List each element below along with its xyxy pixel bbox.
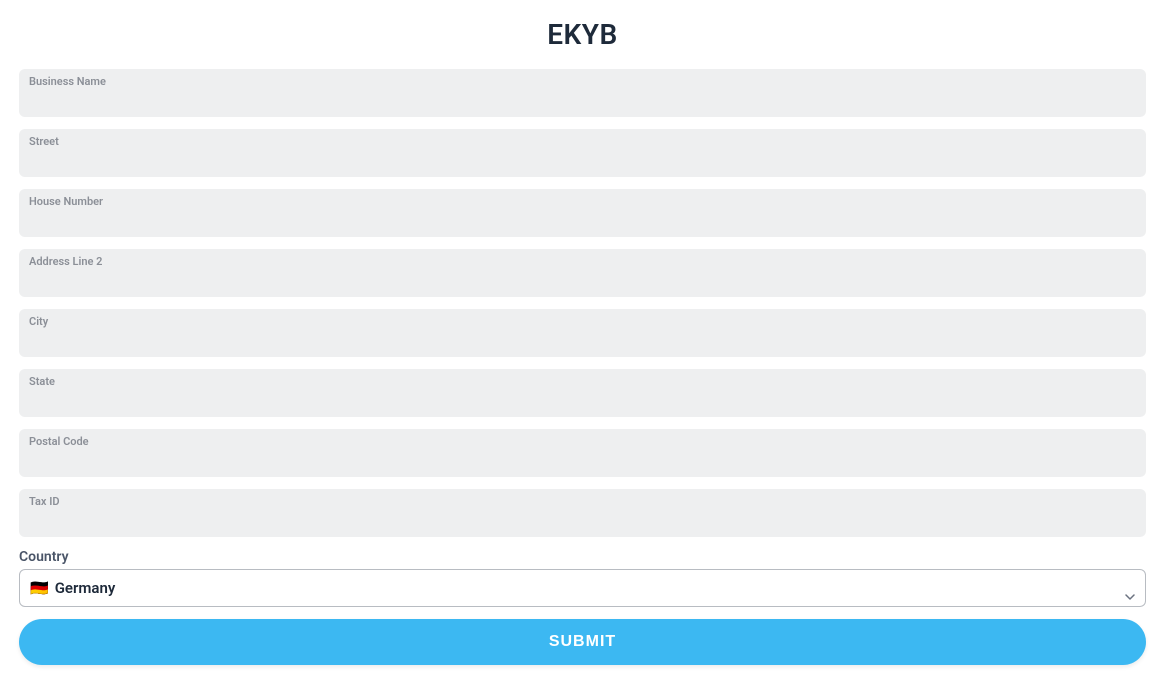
- country-value: Germany: [55, 579, 1125, 597]
- city-input[interactable]: [29, 329, 1136, 351]
- city-field-wrap[interactable]: City: [19, 309, 1146, 357]
- address-line-2-input[interactable]: [29, 269, 1136, 291]
- tax-id-input[interactable]: [29, 509, 1136, 531]
- address-line-2-label: Address Line 2: [29, 255, 1136, 269]
- country-label: Country: [19, 549, 1146, 565]
- page-title: EKYB: [0, 0, 1165, 69]
- street-field-wrap[interactable]: Street: [19, 129, 1146, 177]
- tax-id-label: Tax ID: [29, 495, 1136, 509]
- business-name-field-wrap[interactable]: Business Name: [19, 69, 1146, 117]
- state-input[interactable]: [29, 389, 1136, 411]
- city-label: City: [29, 315, 1136, 329]
- chevron-down-icon: [1125, 585, 1135, 591]
- postal-code-field-wrap[interactable]: Postal Code: [19, 429, 1146, 477]
- house-number-label: House Number: [29, 195, 1136, 209]
- house-number-input[interactable]: [29, 209, 1136, 231]
- submit-button[interactable]: SUBMIT: [19, 619, 1146, 665]
- postal-code-label: Postal Code: [29, 435, 1136, 449]
- business-name-input[interactable]: [29, 89, 1136, 111]
- ekyb-form: Business Name Street House Number Addres…: [0, 69, 1165, 679]
- tax-id-field-wrap[interactable]: Tax ID: [19, 489, 1146, 537]
- house-number-field-wrap[interactable]: House Number: [19, 189, 1146, 237]
- address-line-2-field-wrap[interactable]: Address Line 2: [19, 249, 1146, 297]
- germany-flag-icon: 🇩🇪: [30, 581, 49, 596]
- state-label: State: [29, 375, 1136, 389]
- street-input[interactable]: [29, 149, 1136, 171]
- postal-code-input[interactable]: [29, 449, 1136, 471]
- street-label: Street: [29, 135, 1136, 149]
- business-name-label: Business Name: [29, 75, 1136, 89]
- state-field-wrap[interactable]: State: [19, 369, 1146, 417]
- country-select[interactable]: 🇩🇪 Germany: [19, 569, 1146, 607]
